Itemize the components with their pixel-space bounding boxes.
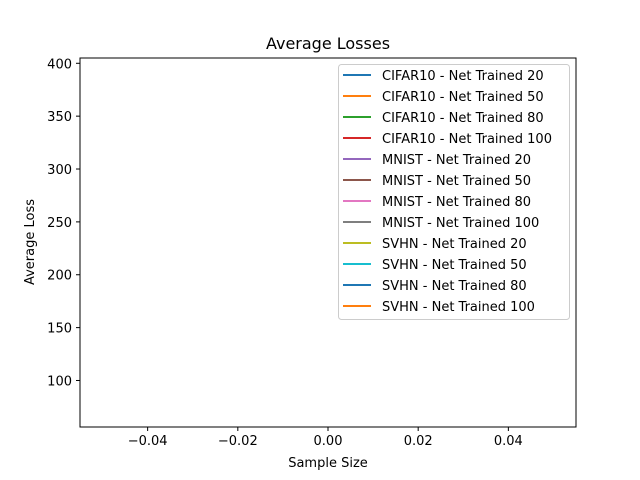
x-tick-label: 0.00 — [314, 434, 343, 449]
legend-entries: CIFAR10 - Net Trained 20 CIFAR10 - Net Tr… — [343, 69, 552, 315]
legend-label: CIFAR10 - Net Trained 50 — [382, 90, 544, 105]
y-axis-label: Average Loss — [23, 199, 38, 285]
x-tick-label: 0.04 — [494, 434, 523, 449]
x-axis-label: Sample Size — [288, 456, 368, 471]
legend-label: MNIST - Net Trained 80 — [382, 195, 531, 210]
y-tick-label: 400 — [47, 57, 72, 72]
plot-area-frame — [79, 57, 577, 428]
y-tick-label: 250 — [47, 216, 72, 231]
y-tick-label: 350 — [47, 110, 72, 125]
y-tick-label: 300 — [47, 163, 72, 178]
legend-label: SVHN - Net Trained 80 — [382, 279, 527, 294]
x-tick-label: 0.02 — [404, 434, 433, 449]
legend-label: CIFAR10 - Net Trained 100 — [382, 132, 552, 147]
y-axis-ticks: 100 150 200 250 300 350 400 — [47, 57, 80, 389]
legend-box — [338, 64, 570, 320]
x-tick-label: −0.04 — [128, 434, 168, 449]
legend-label: SVHN - Net Trained 100 — [382, 300, 535, 315]
y-tick-label: 100 — [47, 374, 72, 389]
y-tick-label: 200 — [47, 269, 72, 284]
legend: CIFAR10 - Net Trained 20 CIFAR10 - Net Tr… — [338, 64, 570, 320]
legend-label: MNIST - Net Trained 50 — [382, 174, 531, 189]
legend-label: SVHN - Net Trained 20 — [382, 237, 527, 252]
y-tick-label: 150 — [47, 322, 72, 337]
legend-label: MNIST - Net Trained 100 — [382, 216, 539, 231]
legend-label: CIFAR10 - Net Trained 80 — [382, 111, 544, 126]
legend-label: CIFAR10 - Net Trained 20 — [382, 69, 544, 84]
chart-title: Average Losses — [266, 34, 390, 53]
x-tick-label: −0.02 — [218, 434, 258, 449]
x-axis-ticks: −0.04 −0.02 0.00 0.02 0.04 — [128, 427, 523, 449]
legend-label: MNIST - Net Trained 20 — [382, 153, 531, 168]
legend-label: SVHN - Net Trained 50 — [382, 258, 527, 273]
